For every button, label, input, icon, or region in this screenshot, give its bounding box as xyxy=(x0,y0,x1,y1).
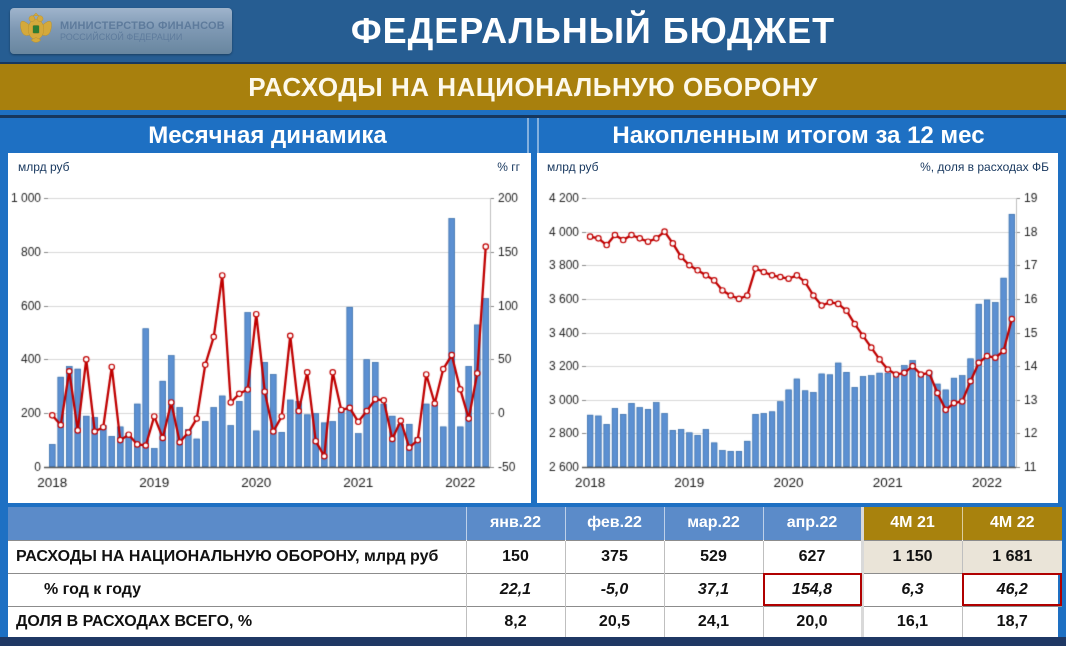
table-row: ДОЛЯ В РАСХОДАХ ВСЕГО, % 8,2 20,5 24,1 20,0 1… xyxy=(8,605,1062,640)
monthly-right-axis-unit: % гг xyxy=(497,160,520,174)
table-row-label: % год к году xyxy=(8,572,466,606)
table-header-cell: мар.22 xyxy=(663,507,763,540)
charts-row: Месячная динамика млрд руб % гг Накоплен… xyxy=(0,115,1066,503)
ministry-name: МИНИСТЕРСТВО ФИНАНСОВ РОССИЙСКОЙ ФЕДЕРАЦ… xyxy=(60,20,225,43)
ministry-name-line1: МИНИСТЕРСТВО ФИНАНСОВ xyxy=(60,19,225,32)
table-cell: 627 xyxy=(762,539,862,573)
rolling-chart-column: Накопленным итогом за 12 мес млрд руб %,… xyxy=(537,118,1058,503)
table-cell: 150 xyxy=(465,539,565,573)
table-cell: 16,1 xyxy=(860,605,962,640)
rolling-chart-title: Накопленным итогом за 12 мес xyxy=(537,118,1058,153)
monthly-chart-canvas xyxy=(8,153,531,503)
table-cell: 24,1 xyxy=(663,605,763,640)
table-header-cell: фев.22 xyxy=(564,507,664,540)
table-row: РАСХОДЫ НА НАЦИОНАЛЬНУЮ ОБОРОНУ, млрд ру… xyxy=(8,539,1062,573)
table-cell: 18,7 xyxy=(961,605,1062,640)
minfin-eagle-icon xyxy=(18,12,54,50)
table-header-cell: 4М 21 xyxy=(860,507,962,540)
table-header-cell: янв.22 xyxy=(465,507,565,540)
table-cell: 1 681 xyxy=(961,539,1062,573)
ministry-logo: МИНИСТЕРСТВО ФИНАНСОВ РОССИЙСКОЙ ФЕДЕРАЦ… xyxy=(10,8,232,54)
bottom-strip xyxy=(0,637,1066,646)
rolling-chart-panel: млрд руб %, доля в расходах ФБ xyxy=(537,153,1058,503)
rolling-right-axis-unit: %, доля в расходах ФБ xyxy=(920,160,1049,174)
table-cell: 20,5 xyxy=(564,605,664,640)
table-cell: -5,0 xyxy=(564,572,664,606)
table-cell-highlighted: 154,8 xyxy=(762,572,862,606)
monthly-chart-panel: млрд руб % гг xyxy=(8,153,531,503)
top-banner: МИНИСТЕРСТВО ФИНАНСОВ РОССИЙСКОЙ ФЕДЕРАЦ… xyxy=(0,0,1066,62)
table-cell: 529 xyxy=(663,539,763,573)
table-cell: 22,1 xyxy=(465,572,565,606)
table-row-label: РАСХОДЫ НА НАЦИОНАЛЬНУЮ ОБОРОНУ, млрд ру… xyxy=(8,539,466,573)
summary-table: янв.22 фев.22 мар.22 апр.22 4М 21 4М 22 РАСХО… xyxy=(8,507,1062,640)
summary-table-header-row: янв.22 фев.22 мар.22 апр.22 4М 21 4М 22 xyxy=(8,507,1062,540)
table-row: % год к году 22,1 -5,0 37,1 154,8 6,3 46,2 xyxy=(8,572,1062,606)
table-cell: 20,0 xyxy=(762,605,862,640)
table-cell: 37,1 xyxy=(663,572,763,606)
table-header-label-cell xyxy=(8,507,466,540)
summary-table-body: РАСХОДЫ НА НАЦИОНАЛЬНУЮ ОБОРОНУ, млрд ру… xyxy=(8,539,1062,640)
table-cell: 375 xyxy=(564,539,664,573)
table-cell: 1 150 xyxy=(860,539,962,573)
table-header-cell: апр.22 xyxy=(762,507,862,540)
table-cell-highlighted: 46,2 xyxy=(961,572,1062,606)
ministry-name-line2: РОССИЙСКОЙ ФЕДЕРАЦИИ xyxy=(60,32,183,43)
rolling-chart-canvas xyxy=(537,153,1056,503)
rolling-left-axis-unit: млрд руб xyxy=(547,160,599,174)
summary-table-wrap: янв.22 фев.22 мар.22 апр.22 4М 21 4М 22 РАСХО… xyxy=(8,507,1062,640)
page-title: ФЕДЕРАЛЬНЫЙ БЮДЖЕТ xyxy=(350,10,836,51)
monthly-left-axis-unit: млрд руб xyxy=(18,160,70,174)
table-row-label: ДОЛЯ В РАСХОДАХ ВСЕГО, % xyxy=(8,605,466,640)
monthly-chart-column: Месячная динамика млрд руб % гг xyxy=(8,118,531,503)
table-cell: 8,2 xyxy=(465,605,565,640)
table-header-cell: 4М 22 xyxy=(961,507,1062,540)
monthly-chart-title: Месячная динамика xyxy=(8,118,529,153)
subtitle-band: РАСХОДЫ НА НАЦИОНАЛЬНУЮ ОБОРОНУ xyxy=(0,62,1066,110)
table-cell: 6,3 xyxy=(860,572,962,606)
